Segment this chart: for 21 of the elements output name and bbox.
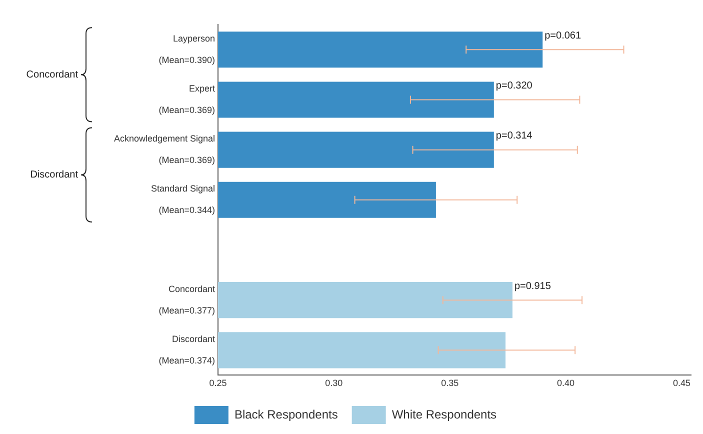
x-tick-label: 0.40 — [557, 378, 575, 388]
category-label: Standard Signal (Mean=0.344) — [150, 184, 215, 216]
text: Concordant — [26, 69, 78, 80]
annotation: p=0.061 — [544, 30, 582, 42]
category-label: Acknowledgement Signal (Mean=0.369) — [114, 134, 215, 166]
legend-label: White Respondents — [392, 407, 497, 422]
x-tick-label: 0.25 — [209, 378, 227, 388]
category-label: Expert (Mean=0.369) — [158, 83, 215, 116]
x-tick-label: 0.45 — [672, 378, 690, 388]
text: Concordant — [168, 284, 216, 294]
category-label: Layperson (Mean=0.390) — [158, 33, 215, 65]
category-label: (Mean=0.377) — [158, 305, 215, 316]
annotation: p=0.320 — [496, 80, 533, 92]
x-tick-label: 0.30 — [325, 378, 343, 388]
x-tick-label: 0.35 — [441, 378, 459, 388]
annotation: p=0.915 — [514, 280, 552, 292]
category-label: (Mean=0.374) — [158, 355, 215, 366]
annotation: p=0.314 — [496, 130, 533, 142]
text: Discordant — [172, 334, 216, 344]
text: Discordant — [30, 170, 78, 181]
legend-label: Black Respondents — [234, 407, 338, 422]
